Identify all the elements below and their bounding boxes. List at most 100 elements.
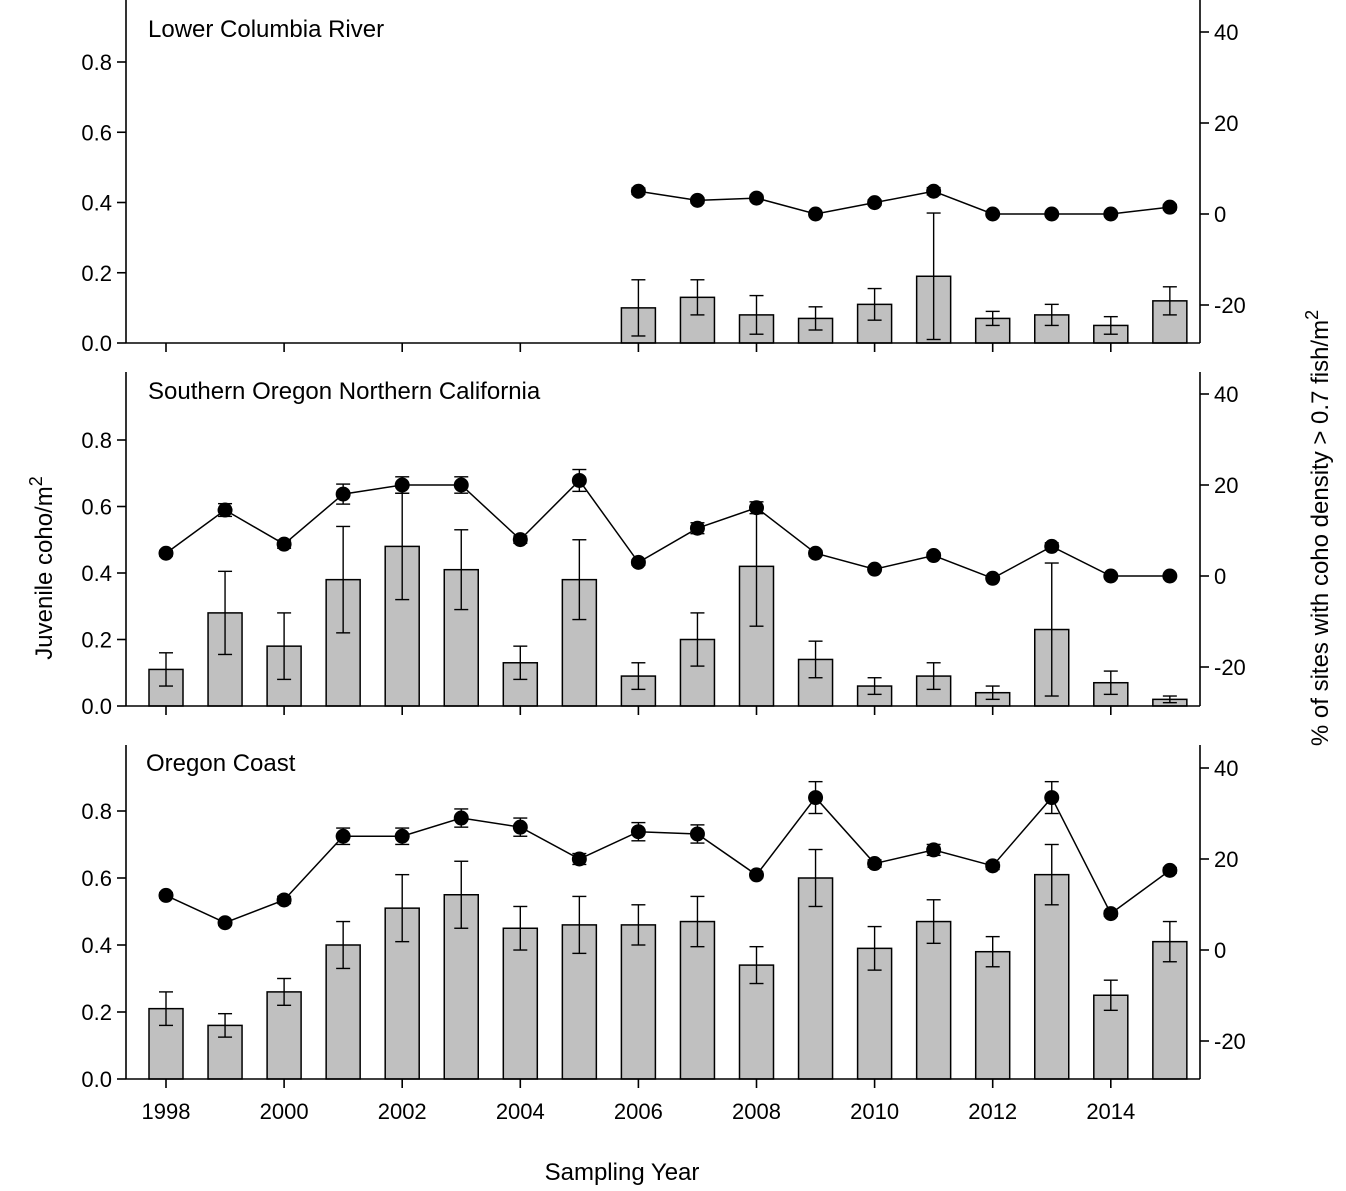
panel-title: Oregon Coast bbox=[146, 750, 296, 777]
right-tick-label: 20 bbox=[1214, 111, 1238, 136]
data-point bbox=[630, 183, 646, 199]
bottom-tick-label: 2006 bbox=[614, 1099, 663, 1124]
left-tick-label: 0.0 bbox=[81, 331, 112, 356]
data-point bbox=[1044, 206, 1060, 222]
data-point bbox=[571, 472, 587, 488]
data-point bbox=[985, 570, 1001, 586]
right-tick-label: -20 bbox=[1214, 293, 1246, 318]
bottom-tick-label: 2002 bbox=[378, 1099, 427, 1124]
data-point bbox=[630, 824, 646, 840]
right-tick-label: 20 bbox=[1214, 847, 1238, 872]
data-point bbox=[1044, 790, 1060, 806]
right-tick-label: 40 bbox=[1214, 756, 1238, 781]
left-axis-title-text: Juvenile coho/m bbox=[31, 486, 58, 659]
bar bbox=[561, 578, 598, 707]
bar bbox=[915, 920, 952, 1080]
data-point bbox=[808, 206, 824, 222]
right-axis-title-superscript: 2 bbox=[1302, 310, 1322, 320]
panel-lower-columbia-river: Lower Columbia River 0.00.20.40.60.8-200… bbox=[81, 0, 1246, 356]
data-point bbox=[808, 790, 824, 806]
data-point bbox=[394, 828, 410, 844]
data-point bbox=[985, 206, 1001, 222]
data-point bbox=[1162, 568, 1178, 584]
bar-series bbox=[620, 212, 1188, 344]
data-point bbox=[926, 183, 942, 199]
x-axis-title: Sampling Year bbox=[545, 1159, 700, 1186]
left-tick-label: 0.2 bbox=[81, 1000, 112, 1025]
left-tick-label: 0.8 bbox=[81, 799, 112, 824]
right-tick-label: 0 bbox=[1214, 202, 1226, 227]
panel-oregon-coast: Oregon Coast 0.0 0.2 0.4 0.6 0.8 -20 0 20 40 1998… bbox=[81, 745, 1246, 1124]
left-axis-title-superscript: 2 bbox=[26, 476, 46, 486]
left-tick-label: 0.0 bbox=[81, 1067, 112, 1092]
data-point bbox=[1162, 199, 1178, 215]
panel-title: Lower Columbia River bbox=[148, 16, 384, 43]
axes: 0.0 0.2 0.4 0.6 0.8 -20 0 20 40 bbox=[81, 372, 1246, 719]
panel-title: Southern Oregon Northern California bbox=[148, 378, 541, 405]
right-tick-label: 0 bbox=[1214, 938, 1226, 963]
data-point bbox=[749, 190, 764, 206]
bar bbox=[1034, 873, 1070, 1080]
series-line bbox=[165, 796, 1171, 924]
right-axis-title: % of sites with coho density > 0.7 fish/… bbox=[1302, 310, 1334, 746]
data-point bbox=[217, 915, 233, 931]
data-point bbox=[689, 520, 705, 536]
data-point bbox=[1103, 906, 1119, 922]
data-point bbox=[630, 554, 646, 570]
data-point bbox=[867, 195, 883, 211]
bar bbox=[856, 947, 893, 1080]
bottom-tick-label: 1998 bbox=[142, 1099, 191, 1124]
bottom-tick-label: 2012 bbox=[968, 1099, 1017, 1124]
data-point bbox=[867, 561, 883, 577]
bottom-tick-label: 2014 bbox=[1086, 1099, 1135, 1124]
data-point bbox=[276, 892, 292, 908]
left-tick-label: 0.6 bbox=[81, 495, 112, 520]
line-series bbox=[630, 183, 1178, 222]
bottom-tick-label: 2000 bbox=[260, 1099, 309, 1124]
axes: 0.0 0.2 0.4 0.6 0.8 -20 0 20 40 bbox=[81, 0, 1246, 356]
right-tick-label: 40 bbox=[1214, 382, 1238, 407]
data-point bbox=[1103, 206, 1119, 222]
panel-southern-oregon-northern-california: Southern Oregon Northern California 0.00… bbox=[81, 372, 1246, 719]
data-point bbox=[749, 867, 764, 883]
data-point bbox=[867, 856, 883, 872]
bar bbox=[974, 950, 1011, 1080]
bar bbox=[207, 1024, 243, 1080]
left-tick-label: 0.2 bbox=[81, 628, 112, 653]
left-tick-label: 0.8 bbox=[81, 50, 112, 75]
data-point bbox=[512, 819, 528, 835]
series-line bbox=[165, 479, 1170, 580]
data-point bbox=[926, 842, 942, 858]
right-tick-label: 0 bbox=[1214, 564, 1226, 589]
right-tick-label: 20 bbox=[1214, 473, 1238, 498]
data-point bbox=[689, 826, 705, 842]
data-point bbox=[512, 532, 528, 548]
left-tick-label: 0.8 bbox=[81, 428, 112, 453]
left-tick-label: 0.6 bbox=[81, 866, 112, 891]
line-series bbox=[158, 780, 1178, 931]
right-axis-title-text: % of sites with coho density > 0.7 fish/… bbox=[1307, 320, 1334, 746]
data-point bbox=[1162, 862, 1178, 878]
data-point bbox=[276, 536, 292, 552]
axes: 0.0 0.2 0.4 0.6 0.8 -20 0 20 40 1998 2000 2002 2004 2… bbox=[81, 745, 1246, 1124]
left-tick-label: 0.4 bbox=[81, 933, 112, 958]
left-tick-label: 0.2 bbox=[81, 261, 112, 286]
left-tick-label: 0.4 bbox=[81, 191, 112, 216]
data-point bbox=[158, 887, 174, 903]
bar bbox=[620, 924, 657, 1080]
data-point bbox=[335, 828, 351, 844]
data-point bbox=[985, 858, 1001, 874]
bar bbox=[502, 927, 539, 1080]
left-tick-label: 0.0 bbox=[81, 694, 112, 719]
data-point bbox=[394, 477, 410, 493]
data-point bbox=[1103, 568, 1119, 584]
bar bbox=[797, 877, 834, 1080]
left-tick-label: 0.4 bbox=[81, 561, 112, 586]
right-tick-label: -20 bbox=[1214, 655, 1246, 680]
data-point bbox=[571, 851, 587, 867]
bottom-tick-label: 2010 bbox=[850, 1099, 899, 1124]
bar bbox=[266, 991, 302, 1080]
data-point bbox=[335, 486, 351, 502]
bar-series bbox=[148, 492, 1188, 707]
